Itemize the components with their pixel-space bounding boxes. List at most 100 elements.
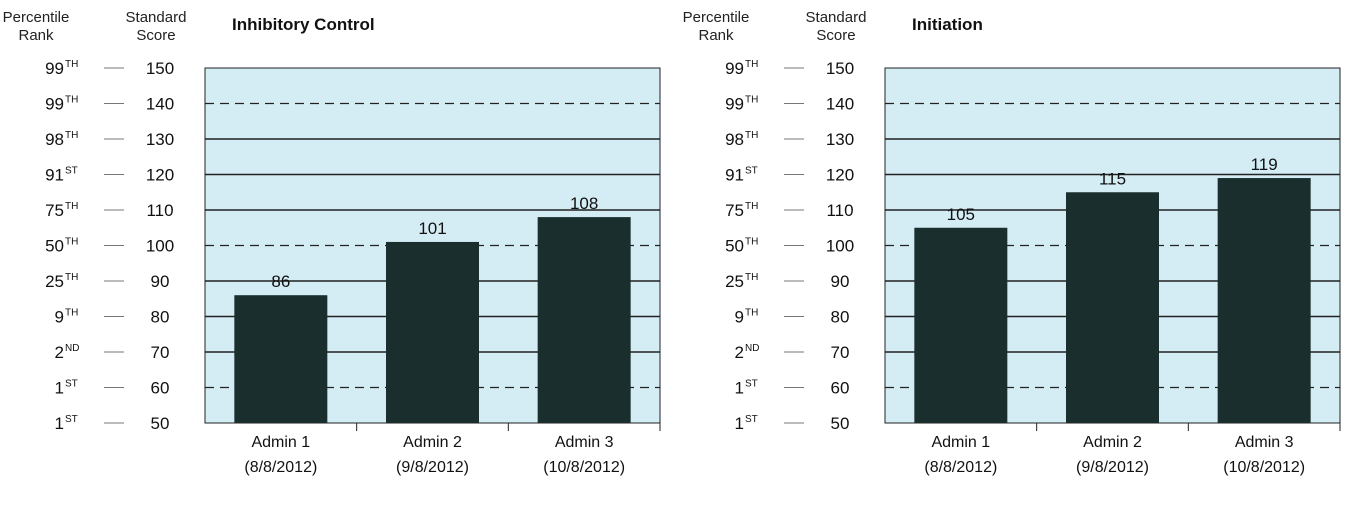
percentile-rank-label: 1 — [55, 379, 64, 398]
standard-score-label: 100 — [146, 237, 174, 256]
percentile-suffix: ND — [745, 343, 759, 354]
standard-score-label: 140 — [146, 95, 174, 114]
category-label: Admin 2 — [1083, 434, 1142, 451]
standard-score-label: 50 — [831, 414, 850, 433]
percentile-suffix: TH — [65, 201, 78, 212]
bar — [537, 217, 631, 423]
data-label: 108 — [570, 194, 598, 213]
percentile-suffix: ND — [65, 343, 79, 354]
percentile-header: Percentile — [3, 9, 70, 26]
category-label: Admin 3 — [1235, 434, 1294, 451]
standard-score-label: 80 — [151, 308, 170, 327]
percentile-rank-label: 2 — [735, 343, 744, 362]
percentile-rank-label: 9 — [735, 308, 744, 327]
category-date-label: (9/8/2012) — [396, 459, 469, 476]
percentile-rank-label: 99 — [45, 95, 64, 114]
percentile-rank-label: 75 — [725, 201, 744, 220]
standard-score-label: 130 — [826, 130, 854, 149]
percentile-suffix: TH — [745, 237, 758, 248]
bar — [234, 295, 328, 423]
percentile-rank-label: 9 — [55, 308, 64, 327]
percentile-suffix: TH — [65, 308, 78, 319]
bar — [1217, 178, 1311, 423]
percentile-suffix: TH — [65, 130, 78, 141]
chart-title: Initiation — [912, 15, 983, 34]
percentile-rank-label: 25 — [45, 272, 64, 291]
standard-score-label: 130 — [146, 130, 174, 149]
category-label: Admin 1 — [251, 434, 310, 451]
standard-score-label: 70 — [831, 343, 850, 362]
category-label: Admin 2 — [403, 434, 462, 451]
percentile-rank-label: 98 — [725, 130, 744, 149]
standard-score-label: 110 — [146, 201, 173, 220]
standard-score-label: 60 — [831, 379, 850, 398]
standard-score-label: 90 — [831, 272, 850, 291]
percentile-suffix: TH — [65, 237, 78, 248]
standard-score-label: 150 — [826, 59, 854, 78]
percentile-suffix: TH — [745, 201, 758, 212]
percentile-rank-label: 1 — [735, 414, 744, 433]
chart-title: Inhibitory Control — [232, 15, 375, 34]
data-label: 101 — [418, 219, 446, 238]
percentile-rank-label: 2 — [55, 343, 64, 362]
percentile-header: Percentile — [683, 9, 750, 26]
percentile-rank-label: 91 — [45, 166, 64, 185]
percentile-suffix: ST — [65, 379, 78, 390]
category-label: Admin 1 — [931, 434, 990, 451]
standard-score-label: 100 — [826, 237, 854, 256]
chart-panel-initiation: Percentile Rank Standard Score Initiation 105… — [680, 0, 1355, 505]
category-date-label: (10/8/2012) — [543, 459, 625, 476]
standard-score-label: 60 — [151, 379, 170, 398]
percentile-rank-label: 91 — [725, 166, 744, 185]
percentile-rank-label: 1 — [55, 414, 64, 433]
percentile-suffix: TH — [65, 272, 78, 283]
percentile-rank-label: 50 — [45, 237, 64, 256]
percentile-suffix: ST — [745, 379, 758, 390]
percentile-suffix: TH — [745, 130, 758, 141]
standard-score-label: 70 — [151, 343, 170, 362]
standard-score-label: 140 — [826, 95, 854, 114]
percentile-suffix: TH — [745, 272, 758, 283]
percentile-suffix: ST — [65, 414, 78, 425]
score-header: Score — [816, 27, 855, 44]
percentile-suffix: TH — [65, 59, 78, 70]
standard-score-label: 90 — [151, 272, 170, 291]
percentile-rank-label: 25 — [725, 272, 744, 291]
standard-score-label: 150 — [146, 59, 174, 78]
standard-header: Standard — [806, 9, 867, 26]
data-label: 119 — [1251, 155, 1278, 174]
data-label: 115 — [1099, 169, 1126, 188]
percentile-suffix: ST — [65, 166, 78, 177]
standard-score-label: 110 — [826, 201, 853, 220]
bar — [914, 227, 1008, 423]
category-date-label: (8/8/2012) — [244, 459, 317, 476]
category-label: Admin 3 — [555, 434, 614, 451]
data-label: 86 — [271, 272, 290, 291]
rank-header: Rank — [698, 27, 734, 44]
percentile-rank-label: 98 — [45, 130, 64, 149]
percentile-rank-label: 50 — [725, 237, 744, 256]
percentile-suffix: TH — [745, 59, 758, 70]
percentile-suffix: TH — [745, 308, 758, 319]
percentile-rank-label: 99 — [45, 59, 64, 78]
percentile-rank-label: 75 — [45, 201, 64, 220]
percentile-suffix: TH — [745, 95, 758, 106]
score-header: Score — [136, 27, 175, 44]
rank-header: Rank — [18, 27, 54, 44]
percentile-rank-label: 99 — [725, 59, 744, 78]
standard-score-label: 120 — [826, 166, 854, 185]
data-label: 105 — [947, 205, 975, 224]
standard-score-label: 50 — [151, 414, 170, 433]
percentile-suffix: TH — [65, 95, 78, 106]
standard-header: Standard — [126, 9, 187, 26]
category-date-label: (9/8/2012) — [1076, 459, 1149, 476]
bar — [386, 241, 479, 423]
percentile-rank-label: 99 — [725, 95, 744, 114]
standard-score-label: 80 — [831, 308, 850, 327]
bar — [1066, 192, 1159, 423]
category-date-label: (10/8/2012) — [1223, 459, 1305, 476]
percentile-suffix: ST — [745, 414, 758, 425]
chart-panel-inhibitory-control: Percentile Rank Standard Score Inhibitory Co… — [0, 0, 677, 505]
